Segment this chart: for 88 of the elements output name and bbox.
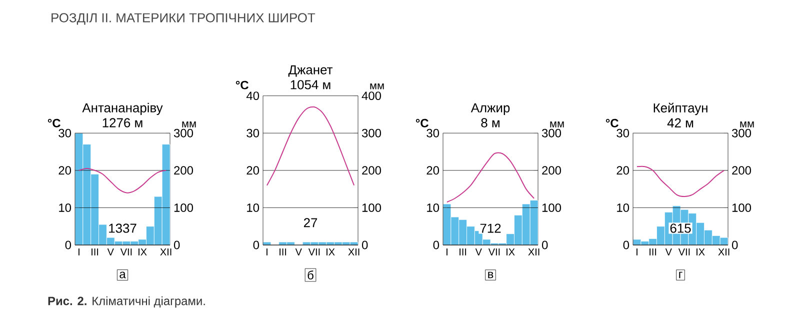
x-tick-label: VII: [308, 248, 320, 256]
y-tick-label: 20: [616, 166, 630, 175]
text: г: [679, 272, 682, 278]
y2-tick-label: 200: [732, 166, 752, 175]
y-tick-label: 20: [426, 166, 440, 175]
y2-tick-label: 400: [362, 92, 382, 100]
y-tick-label: 0: [623, 240, 630, 250]
text: в: [488, 272, 494, 278]
y2-axis-title: мм: [740, 122, 754, 128]
y-axis-title: °С: [416, 118, 428, 128]
y-tick-label: 40: [246, 92, 260, 100]
y-tick-label: 10: [427, 203, 440, 212]
y2-tick-label: 0: [174, 240, 180, 250]
line-series: [78, 168, 167, 194]
x-tick-label: XII: [348, 248, 360, 256]
chart-title: Алжир: [470, 103, 510, 115]
y2-tick-label: 100: [174, 203, 194, 212]
chart-title: Антананаріву: [82, 102, 163, 115]
x-tick-label: V: [107, 248, 114, 256]
x-tick-label: VII: [120, 248, 132, 256]
y-tick-label: 10: [617, 203, 630, 212]
x-tick-label: V: [295, 248, 302, 256]
y-tick-label: 0: [65, 240, 72, 250]
text: Рис. 2. Кліматичні діаграми.: [48, 296, 205, 308]
text: РОЗДІЛ II. МАТЕРИКИ ТРОПІЧНИХ ШИРОТ: [52, 13, 316, 25]
y-axis-title: °С: [236, 80, 248, 90]
y-tick-label: 10: [247, 203, 260, 212]
x-tick-label: I: [266, 248, 268, 256]
y-axis-title: °С: [48, 118, 60, 128]
line-series: [266, 106, 355, 186]
text: б: [308, 270, 314, 280]
y2-axis-title: мм: [182, 122, 196, 128]
y-tick-label: 10: [59, 203, 72, 212]
line-series: [446, 152, 535, 203]
x-tick-label: IX: [506, 248, 515, 256]
annotation: 27: [304, 218, 318, 228]
y-tick-label: 30: [616, 128, 630, 138]
x-tick-label: III: [460, 248, 466, 256]
annotation: 712: [480, 224, 501, 233]
y2-tick-label: 100: [542, 203, 562, 212]
y2-tick-label: 200: [542, 166, 562, 175]
x-tick-label: V: [665, 248, 672, 256]
y-tick-label: 20: [246, 166, 260, 175]
y-tick-label: 20: [58, 166, 72, 175]
y2-tick-label: 200: [174, 166, 194, 175]
x-tick-label: IX: [138, 248, 147, 256]
annotation: 1337: [109, 224, 136, 233]
x-tick-label: XII: [528, 248, 540, 256]
chart-title: Джанет: [288, 65, 333, 77]
x-tick-label: V: [475, 248, 482, 256]
x-tick-label: I: [78, 248, 80, 256]
y-tick-label: 0: [433, 240, 440, 250]
y2-tick-label: 0: [362, 240, 368, 250]
x-tick-label: I: [446, 248, 448, 256]
x-tick-label: IX: [696, 248, 705, 256]
y-tick-label: 30: [426, 128, 440, 138]
chart-subtitle: 1054 м: [290, 80, 330, 90]
y2-tick-label: 300: [732, 128, 752, 138]
y2-tick-label: 300: [174, 128, 194, 138]
y2-tick-label: 100: [732, 203, 752, 212]
chart-subtitle: 42 м: [667, 118, 694, 128]
y2-tick-label: 300: [542, 128, 562, 138]
y2-tick-label: 300: [362, 128, 382, 138]
y2-tick-label: 0: [732, 240, 738, 250]
x-tick-label: IX: [326, 248, 335, 256]
line-series: [636, 166, 725, 198]
text: а: [120, 272, 126, 278]
chart-subtitle: 8 м: [481, 118, 500, 128]
x-tick-label: III: [92, 248, 98, 256]
y-tick-label: 30: [246, 128, 260, 138]
y-tick-label: 0: [253, 240, 260, 250]
x-tick-label: XII: [160, 248, 172, 256]
x-tick-label: III: [650, 248, 656, 256]
annotation: 615: [670, 224, 691, 233]
x-tick-label: XII: [718, 248, 730, 256]
y2-axis-title: мм: [370, 84, 384, 90]
x-tick-label: VII: [488, 248, 500, 256]
y-axis-title: °С: [606, 118, 618, 128]
y2-axis-title: мм: [550, 122, 564, 128]
y2-tick-label: 0: [542, 240, 548, 250]
y2-tick-label: 100: [362, 203, 382, 212]
y2-tick-label: 200: [362, 166, 382, 175]
x-tick-label: I: [636, 248, 638, 256]
x-tick-label: VII: [678, 248, 690, 256]
chart-subtitle: 1276 м: [102, 118, 142, 128]
x-tick-label: III: [280, 248, 286, 256]
y-tick-label: 30: [58, 128, 72, 138]
chart-title: Кейптаун: [654, 102, 708, 116]
